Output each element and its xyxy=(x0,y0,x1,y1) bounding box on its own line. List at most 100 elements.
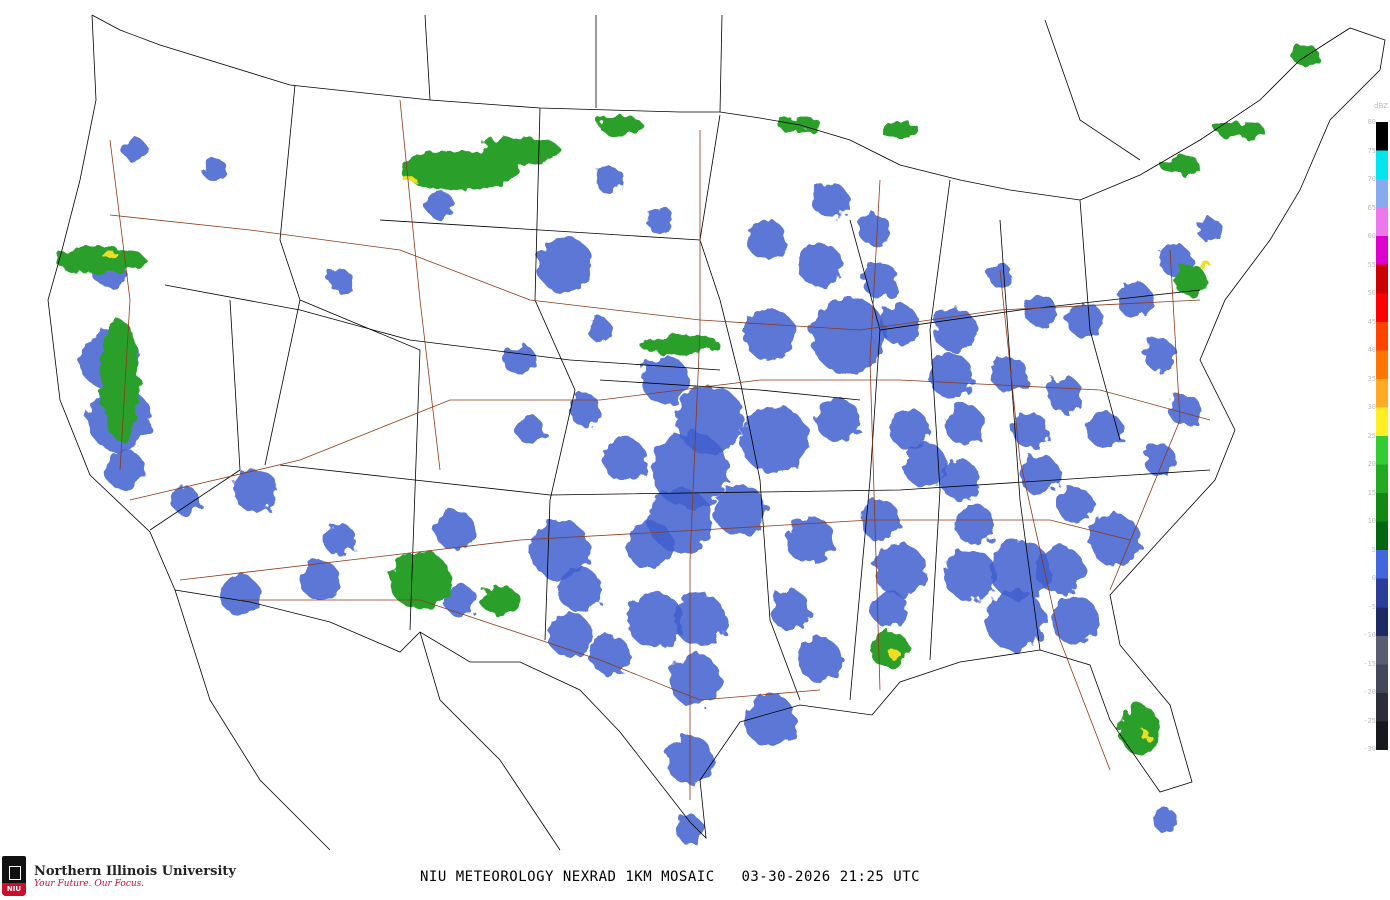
radar-echo xyxy=(786,516,834,564)
radar-echo-moderate xyxy=(390,550,450,610)
legend-tick: 10 xyxy=(1367,517,1376,525)
state-border xyxy=(1079,199,1121,441)
state-border xyxy=(379,219,701,241)
radar-echo-heavy xyxy=(102,251,118,259)
radar-echo xyxy=(872,592,908,628)
radar-echo xyxy=(1036,546,1084,594)
country-outline xyxy=(47,14,1386,840)
legend-tick: -10 xyxy=(1363,631,1376,639)
radar-echo xyxy=(504,344,536,376)
radar-echo xyxy=(1089,514,1141,566)
radar-echo xyxy=(646,206,674,234)
radar-echo-moderate xyxy=(55,246,145,274)
radar-echo xyxy=(990,540,1050,600)
radar-echo xyxy=(558,568,602,612)
radar-echo xyxy=(324,524,356,556)
radar-echo xyxy=(171,486,199,514)
state-border xyxy=(849,219,881,701)
legend-tick: 65 xyxy=(1367,203,1376,212)
radar-echo xyxy=(903,443,947,487)
radar-echo xyxy=(714,484,766,536)
niu-shield-icon: NIU xyxy=(2,856,26,896)
radar-echo xyxy=(435,510,475,550)
state-border xyxy=(534,107,576,641)
radar-echo-moderate xyxy=(640,335,720,355)
neighbor-border xyxy=(1044,19,1141,161)
highway xyxy=(109,139,131,471)
radar-echo xyxy=(988,263,1012,287)
radar-echo xyxy=(641,356,689,404)
highway xyxy=(240,599,821,701)
radar-echo xyxy=(1047,377,1083,413)
legend-tick: 55 xyxy=(1367,260,1376,269)
radar-echo xyxy=(862,262,898,298)
legend-tick: -5 xyxy=(1367,602,1376,611)
radar-echo xyxy=(328,268,352,292)
radar-echo xyxy=(603,438,647,482)
radar-echo xyxy=(123,138,147,162)
radar-echo xyxy=(770,590,810,630)
radar-echo xyxy=(874,544,926,596)
state-border xyxy=(599,379,861,401)
product-time: 21:25 UTC xyxy=(839,869,921,885)
radar-echo xyxy=(744,694,796,746)
legend-color-bar xyxy=(1376,122,1388,750)
radar-echo xyxy=(985,590,1045,650)
neighbor-border xyxy=(424,14,431,101)
radar-echo xyxy=(744,309,796,361)
legend-tick: -15 xyxy=(1363,659,1376,668)
state-border xyxy=(999,219,1041,651)
legend-tick: 25 xyxy=(1367,431,1376,440)
legend-tick: 5 xyxy=(1371,545,1376,554)
niu-logo: NIU Northern Illinois University Your Fu… xyxy=(2,856,236,896)
radar-echo xyxy=(626,521,674,569)
radar-echo xyxy=(880,305,920,345)
radar-echo-heavy xyxy=(1140,731,1150,739)
radar-echo-moderate xyxy=(1160,155,1200,175)
radar-echo xyxy=(444,584,476,616)
radar-echo-moderate xyxy=(480,136,560,164)
radar-echo xyxy=(812,182,848,218)
radar-echo xyxy=(1051,596,1099,644)
legend-tick: 0 xyxy=(1371,574,1376,582)
legend-tick: -20 xyxy=(1363,688,1376,696)
radar-echo xyxy=(1169,394,1201,426)
radar-echo-moderate xyxy=(1215,122,1265,138)
radar-echo xyxy=(992,357,1028,393)
radar-echo-moderate xyxy=(400,150,520,190)
radar-echo-moderate xyxy=(100,320,140,440)
highway xyxy=(869,179,881,691)
radar-echo xyxy=(816,398,860,442)
state-borders xyxy=(47,14,1386,851)
radar-echo xyxy=(798,243,842,287)
radar-echo-moderate xyxy=(1291,45,1319,65)
interstate-highways xyxy=(109,99,1211,800)
radar-echo xyxy=(676,816,704,844)
neighbor-border xyxy=(719,14,723,113)
radar-echo xyxy=(1012,412,1048,448)
radar-echo xyxy=(890,410,930,450)
radar-echo xyxy=(1020,455,1060,495)
radar-echoes xyxy=(55,45,1319,844)
highway xyxy=(399,99,441,471)
radar-echo xyxy=(530,520,590,580)
product-date: 03-30-2026 xyxy=(741,869,831,885)
radar-echo xyxy=(233,468,277,512)
radar-echo xyxy=(1144,444,1176,476)
radar-echo xyxy=(955,505,995,545)
radar-echo-moderate xyxy=(1120,705,1160,755)
radar-echo xyxy=(220,575,260,615)
radar-echo xyxy=(674,594,726,646)
legend-tick: 50 xyxy=(1367,289,1376,297)
radar-echo-heavy xyxy=(889,650,901,660)
radar-echo xyxy=(747,220,787,260)
legend-tick: 35 xyxy=(1367,374,1376,383)
radar-echo xyxy=(945,405,985,445)
radar-echo-moderate xyxy=(480,586,520,614)
radar-echo xyxy=(933,308,977,352)
legend-tick: 20 xyxy=(1367,460,1376,468)
legend-tick: 60 xyxy=(1367,232,1376,240)
radar-echo xyxy=(741,406,809,474)
